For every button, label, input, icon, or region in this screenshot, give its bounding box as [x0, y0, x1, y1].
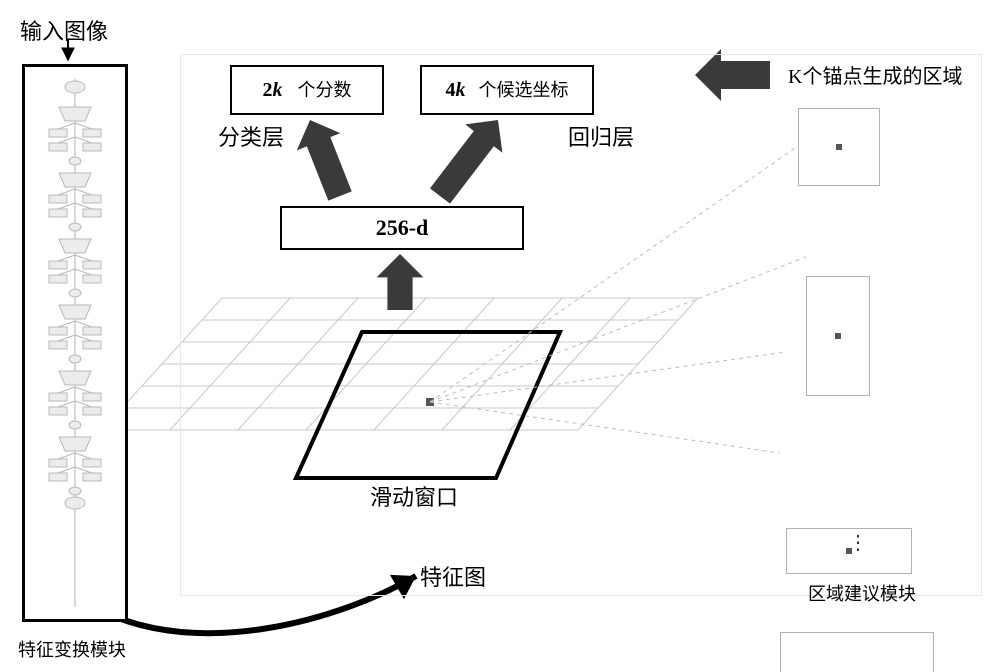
reg-k: k	[456, 79, 466, 101]
cls-prefix: 2	[263, 79, 273, 101]
anchor-box	[806, 276, 870, 396]
network-sketch	[25, 67, 125, 619]
feature-module-caption: 特征变换模块	[18, 636, 126, 662]
input-image-label: 输入图像	[20, 14, 108, 46]
feature-transform-module	[22, 64, 128, 622]
feature-map-label: 特征图	[420, 560, 486, 592]
reg-suffix: 个候选坐标	[479, 80, 569, 100]
ellipsis-icon: ⋮	[848, 530, 868, 555]
cls-layer-label: 分类层	[218, 120, 284, 152]
cls-k: k	[273, 79, 283, 101]
anchor-box	[780, 632, 934, 672]
anchors-title: K个锚点生成的区域	[788, 60, 962, 89]
cls-suffix: 个分数	[298, 80, 352, 100]
anchor-center-dot	[835, 333, 841, 339]
anchor-center-dot	[836, 144, 842, 150]
reg-coord-box: 4k 个候选坐标	[420, 65, 594, 115]
feat-256d-label: 256-d	[376, 215, 429, 240]
cls-score-box: 2k 个分数	[230, 65, 384, 115]
anchor-box	[798, 108, 880, 186]
reg-prefix: 4	[446, 79, 456, 101]
reg-layer-label: 回归层	[568, 120, 634, 152]
feat-256d-box: 256-d	[280, 206, 524, 250]
sliding-window-label: 滑动窗口	[370, 480, 458, 512]
rpn-module-caption: 区域建议模块	[808, 580, 916, 606]
